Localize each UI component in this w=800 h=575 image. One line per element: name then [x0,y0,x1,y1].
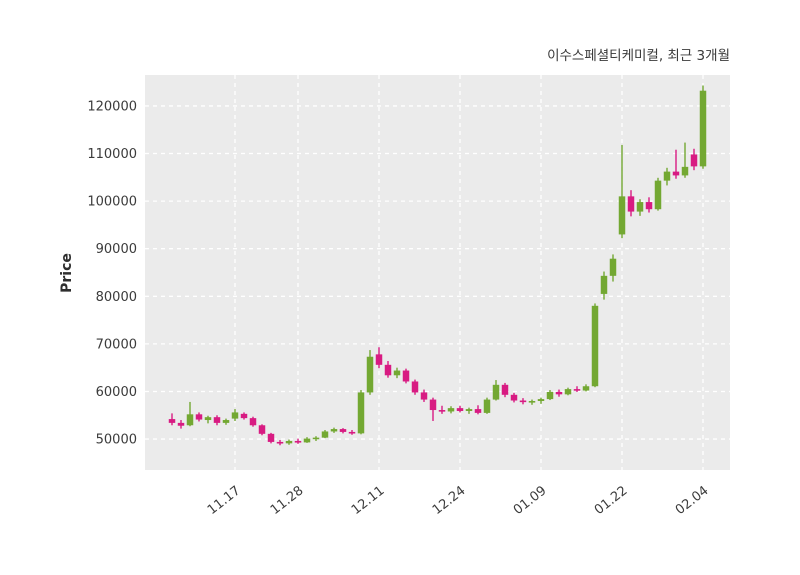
candle-body [609,258,617,276]
candle-body [519,400,527,403]
candle-body [366,356,374,393]
candle-body [429,399,437,411]
candle-body [636,202,644,212]
candle-body [627,196,635,212]
y-tick-label: 100000 [87,195,137,210]
candle-body [321,431,329,438]
candle-body [447,408,455,412]
candle-body [384,364,392,376]
candle-body [582,386,590,391]
x-tick-label: 01.22 [592,483,631,518]
candle-body [492,384,500,400]
candle-body [663,171,671,181]
chart-title: 이수스페셜티케미컬, 최근 3개월 [547,48,730,64]
y-tick-label: 70000 [96,337,137,352]
candle-body [312,437,320,440]
x-tick-label: 01.09 [511,483,550,518]
candle-body [690,154,698,167]
y-tick-label: 90000 [96,242,137,257]
candle-body [231,412,239,419]
candle-body [330,429,338,432]
candle-body [393,370,401,376]
y-tick-label: 80000 [96,290,137,305]
x-tick-label: 02.04 [673,483,712,518]
candle-body [555,391,563,395]
x-tick-label: 12.24 [430,483,469,518]
candle-body [168,419,176,423]
candle-body [564,389,572,395]
candle-body [294,440,302,443]
candle-body [177,422,185,426]
candle-body [240,413,248,419]
candle-body [474,409,482,413]
candle-body [285,440,293,444]
candle-body [618,196,626,235]
candle-body [645,202,653,210]
candle-body [483,399,491,413]
candle-body [375,354,383,365]
candle-body [213,417,221,423]
x-tick-label: 12.11 [349,483,388,518]
candle-body [276,441,284,444]
candle-body [204,417,212,421]
candle-body [456,408,464,411]
candle-body [258,425,266,434]
candle-body [186,414,194,426]
candle-body [465,409,473,411]
x-tick-label: 11.28 [268,483,307,518]
candle-body [357,392,365,434]
candle-body [510,394,518,401]
candle-body [654,180,662,210]
y-tick-label: 60000 [96,385,137,400]
candle-body [420,392,428,400]
candle-body [591,305,599,387]
candle-body [573,389,581,391]
candle-body [411,381,419,393]
candle-body [348,431,356,434]
candle-body [501,384,509,395]
candle-body [438,410,446,412]
candle-body [267,433,275,442]
plot-area [145,75,730,470]
candle-body [672,171,680,176]
x-tick-label: 11.17 [205,483,244,518]
candle-body [222,420,230,423]
candle-body [303,438,311,443]
candle-body [600,275,608,294]
candle-body [699,90,707,167]
candle-body [537,399,545,401]
candle-body [249,418,257,426]
y-tick-label: 50000 [96,433,137,448]
y-tick-label: 110000 [87,147,137,162]
candle-body [528,400,536,403]
candle-body [195,414,203,420]
candle-body [402,370,410,382]
candle-body [546,391,554,400]
candle-body [339,429,347,432]
candle-body [681,166,689,176]
y-tick-label: 120000 [87,99,137,114]
y-axis-label: Price [59,253,75,293]
